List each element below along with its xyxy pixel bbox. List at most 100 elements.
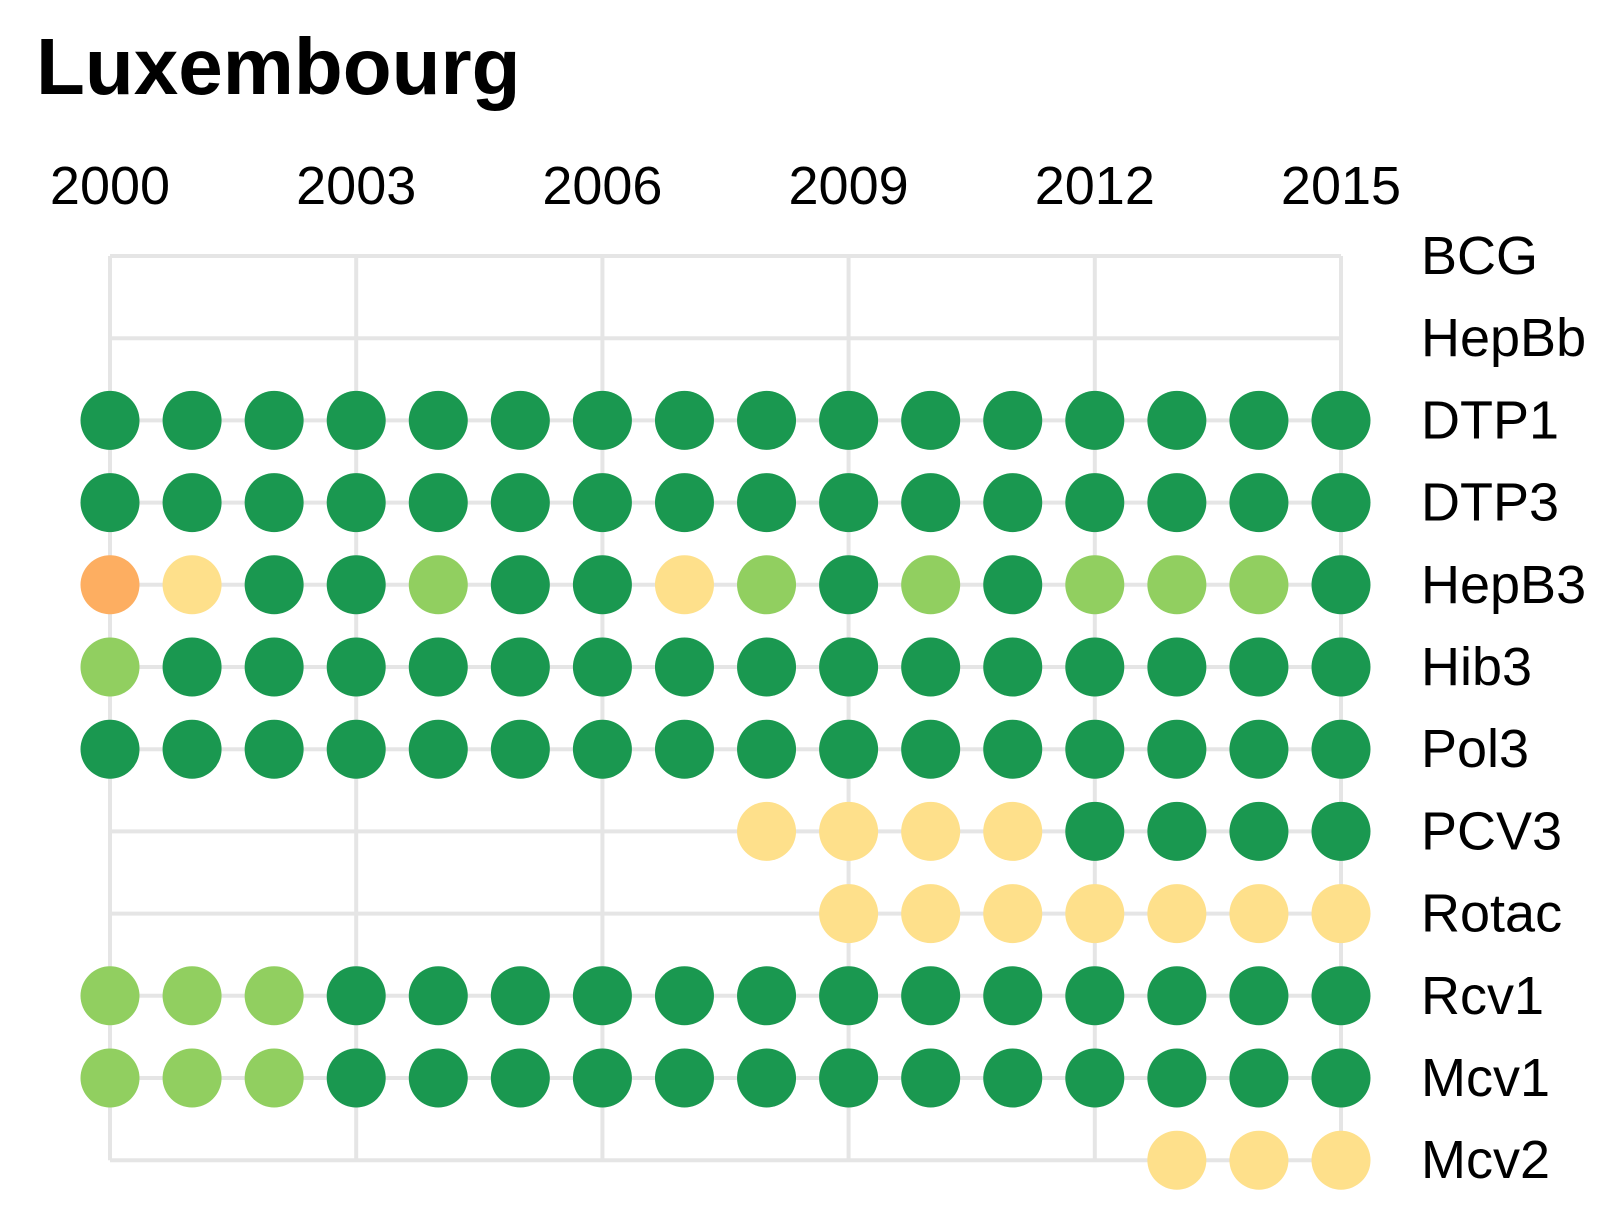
dot-dtp3-2004 — [408, 473, 468, 533]
x-tick-label: 2012 — [1035, 156, 1155, 216]
dot-rcv1-2013 — [1147, 966, 1207, 1026]
dot-hepb3-2002 — [244, 555, 304, 615]
dot-rcv1-2015 — [1311, 966, 1371, 1026]
dot-rcv1-2007 — [654, 966, 714, 1026]
dot-mcv1-2011 — [983, 1048, 1043, 1108]
dot-pol3-2003 — [326, 719, 386, 779]
dot-pcv3-2012 — [1065, 801, 1125, 861]
row-label-mcv2: Mcv2 — [1421, 1130, 1550, 1190]
dot-pol3-2006 — [572, 719, 632, 779]
dot-dtp3-2007 — [654, 473, 714, 533]
dot-dtp3-2009 — [819, 473, 879, 533]
x-tick-label: 2009 — [789, 156, 909, 216]
dot-hib3-2009 — [819, 637, 879, 697]
dot-rotac-2012 — [1065, 884, 1125, 944]
dot-mcv1-2010 — [901, 1048, 961, 1108]
row-labels: BCG HepBb DTP1 DTP3 HepB3 Hib3 Pol3 PCV3 Rotac Rc… — [1421, 226, 1586, 1190]
dot-hepb3-2009 — [819, 555, 879, 615]
dot-pol3-2015 — [1311, 719, 1371, 779]
dot-mcv1-2006 — [572, 1048, 632, 1108]
dot-pcv3-2009 — [819, 801, 879, 861]
dot-rotac-2009 — [819, 884, 879, 944]
dot-mcv1-2009 — [819, 1048, 879, 1108]
row-label-pcv3: PCV3 — [1421, 801, 1562, 861]
dot-dtp3-2014 — [1229, 473, 1289, 533]
dot-pol3-2013 — [1147, 719, 1207, 779]
dot-hib3-2011 — [983, 637, 1043, 697]
dot-dtp1-2011 — [983, 390, 1043, 450]
row-label-hepb3: HepB3 — [1421, 555, 1586, 615]
x-tick-label: 2006 — [542, 156, 662, 216]
x-tick-label: 2000 — [50, 156, 170, 216]
dot-pol3-2011 — [983, 719, 1043, 779]
dot-dtp1-2003 — [326, 390, 386, 450]
row-label-bcg: BCG — [1421, 226, 1538, 286]
dot-hib3-2004 — [408, 637, 468, 697]
dot-dtp3-2010 — [901, 473, 961, 533]
dot-rotac-2014 — [1229, 884, 1289, 944]
dot-hepb3-2015 — [1311, 555, 1371, 615]
dot-mcv2-2014 — [1229, 1130, 1289, 1190]
row-label-dtp1: DTP1 — [1421, 390, 1559, 450]
dot-dtp3-2012 — [1065, 473, 1125, 533]
dot-pol3-2012 — [1065, 719, 1125, 779]
dot-rcv1-2008 — [737, 966, 797, 1026]
dot-hib3-2007 — [654, 637, 714, 697]
dot-pcv3-2011 — [983, 801, 1043, 861]
dot-pol3-2008 — [737, 719, 797, 779]
dot-rcv1-2005 — [490, 966, 550, 1026]
dot-dtp1-2005 — [490, 390, 550, 450]
dot-hepb3-2011 — [983, 555, 1043, 615]
dot-hib3-2010 — [901, 637, 961, 697]
dot-pcv3-2010 — [901, 801, 961, 861]
dot-hib3-2012 — [1065, 637, 1125, 697]
dot-mcv2-2015 — [1311, 1130, 1371, 1190]
dot-mcv1-2015 — [1311, 1048, 1371, 1108]
dot-pcv3-2015 — [1311, 801, 1371, 861]
dot-dtp3-2013 — [1147, 473, 1207, 533]
row-label-dtp3: DTP3 — [1421, 473, 1559, 533]
dot-dtp1-2001 — [162, 390, 222, 450]
dot-rcv1-2012 — [1065, 966, 1125, 1026]
dot-dtp3-2002 — [244, 473, 304, 533]
dot-rotac-2015 — [1311, 884, 1371, 944]
dot-mcv1-2008 — [737, 1048, 797, 1108]
dot-dtp1-2015 — [1311, 390, 1371, 450]
dot-rcv1-2002 — [244, 966, 304, 1026]
dot-hepb3-2012 — [1065, 555, 1125, 615]
dot-hepb3-2000 — [80, 555, 140, 615]
dot-mcv1-2003 — [326, 1048, 386, 1108]
dot-dtp3-2001 — [162, 473, 222, 533]
dot-pol3-2001 — [162, 719, 222, 779]
dot-mcv1-2001 — [162, 1048, 222, 1108]
dot-rotac-2013 — [1147, 884, 1207, 944]
dot-pol3-2004 — [408, 719, 468, 779]
dot-rcv1-2009 — [819, 966, 879, 1026]
dot-mcv1-2007 — [654, 1048, 714, 1108]
dot-mcv1-2000 — [80, 1048, 140, 1108]
dot-dtp1-2002 — [244, 390, 304, 450]
dot-hib3-2003 — [326, 637, 386, 697]
dot-hepb3-2005 — [490, 555, 550, 615]
dot-hepb3-2014 — [1229, 555, 1289, 615]
dot-hib3-2008 — [737, 637, 797, 697]
dot-dtp1-2007 — [654, 390, 714, 450]
dot-dtp3-2003 — [326, 473, 386, 533]
dot-rcv1-2001 — [162, 966, 222, 1026]
grid-lines — [108, 254, 1343, 1163]
dot-dtp1-2009 — [819, 390, 879, 450]
row-label-rotac: Rotac — [1421, 884, 1562, 944]
dot-dtp3-2008 — [737, 473, 797, 533]
dot-pol3-2014 — [1229, 719, 1289, 779]
dot-mcv1-2012 — [1065, 1048, 1125, 1108]
dot-rcv1-2014 — [1229, 966, 1289, 1026]
dot-dtp3-2006 — [572, 473, 632, 533]
dot-dtp1-2014 — [1229, 390, 1289, 450]
dot-dtp1-2008 — [737, 390, 797, 450]
dot-pcv3-2014 — [1229, 801, 1289, 861]
dot-hepb3-2001 — [162, 555, 222, 615]
dot-mcv1-2014 — [1229, 1048, 1289, 1108]
dot-rcv1-2011 — [983, 966, 1043, 1026]
dot-hib3-2013 — [1147, 637, 1207, 697]
row-label-rcv1: Rcv1 — [1421, 966, 1544, 1026]
